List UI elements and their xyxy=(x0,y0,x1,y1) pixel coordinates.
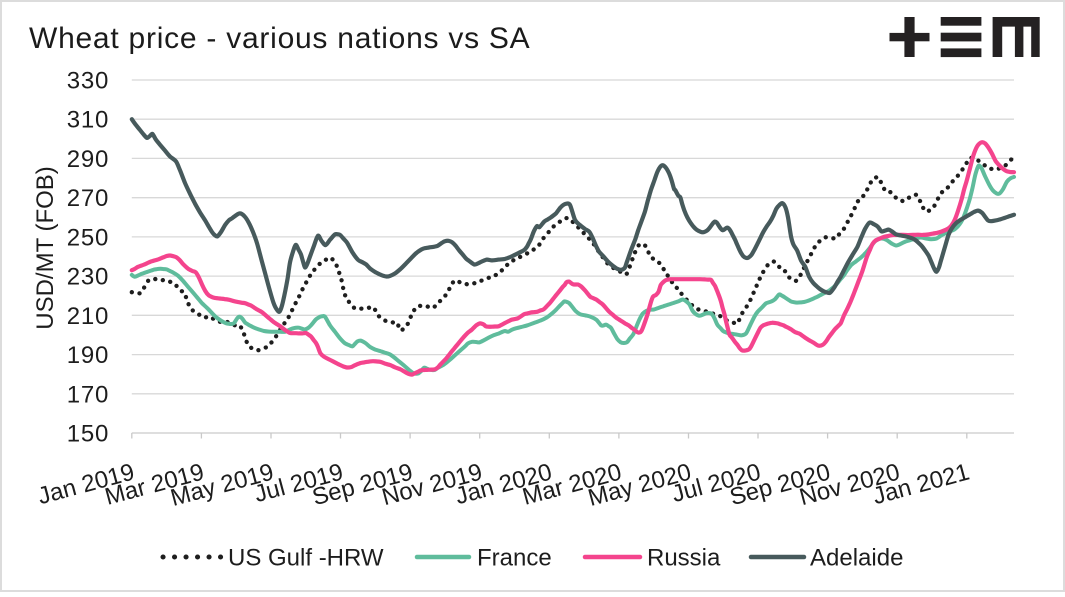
svg-text:250: 250 xyxy=(67,224,109,251)
svg-text:270: 270 xyxy=(67,185,109,212)
svg-text:310: 310 xyxy=(67,107,109,134)
svg-text:210: 210 xyxy=(67,303,109,330)
svg-text:US Gulf -HRW: US Gulf -HRW xyxy=(228,545,384,572)
svg-text:150: 150 xyxy=(67,421,109,448)
svg-text:330: 330 xyxy=(67,68,109,95)
svg-text:Wheat price - various nations: Wheat price - various nations vs SA xyxy=(29,22,530,55)
svg-text:290: 290 xyxy=(67,146,109,173)
svg-text:Adelaide: Adelaide xyxy=(810,545,903,572)
svg-text:170: 170 xyxy=(67,381,109,408)
svg-text:Russia: Russia xyxy=(647,545,721,572)
svg-text:190: 190 xyxy=(67,342,109,369)
svg-text:USD/MT (FOB): USD/MT (FOB) xyxy=(32,166,59,330)
svg-text:230: 230 xyxy=(67,264,109,291)
svg-text:France: France xyxy=(477,545,552,572)
